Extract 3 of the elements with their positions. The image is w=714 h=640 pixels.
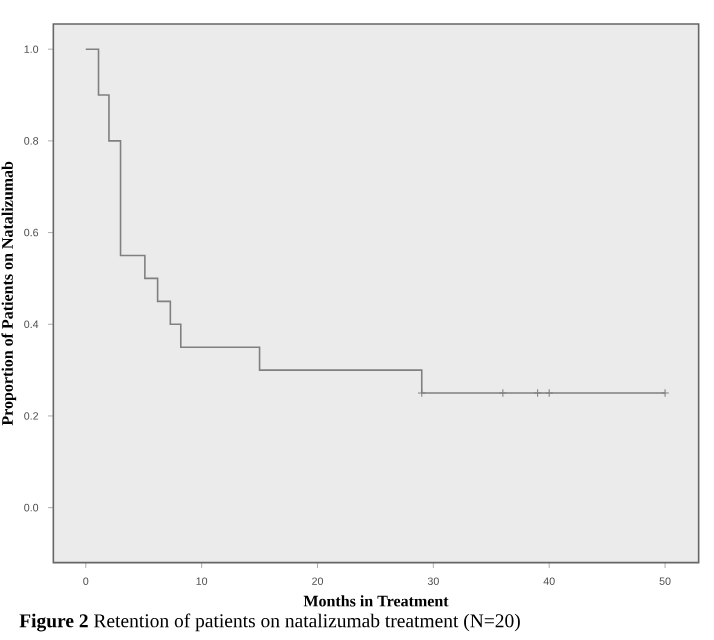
- y-axis-title: Proportion of Patients on Natalizumab: [1, 161, 17, 426]
- x-axis-title: Months in Treatment: [303, 595, 449, 607]
- text: Figure 2 Retention of patients on natalizumab treatment (N=20): [19, 613, 520, 632]
